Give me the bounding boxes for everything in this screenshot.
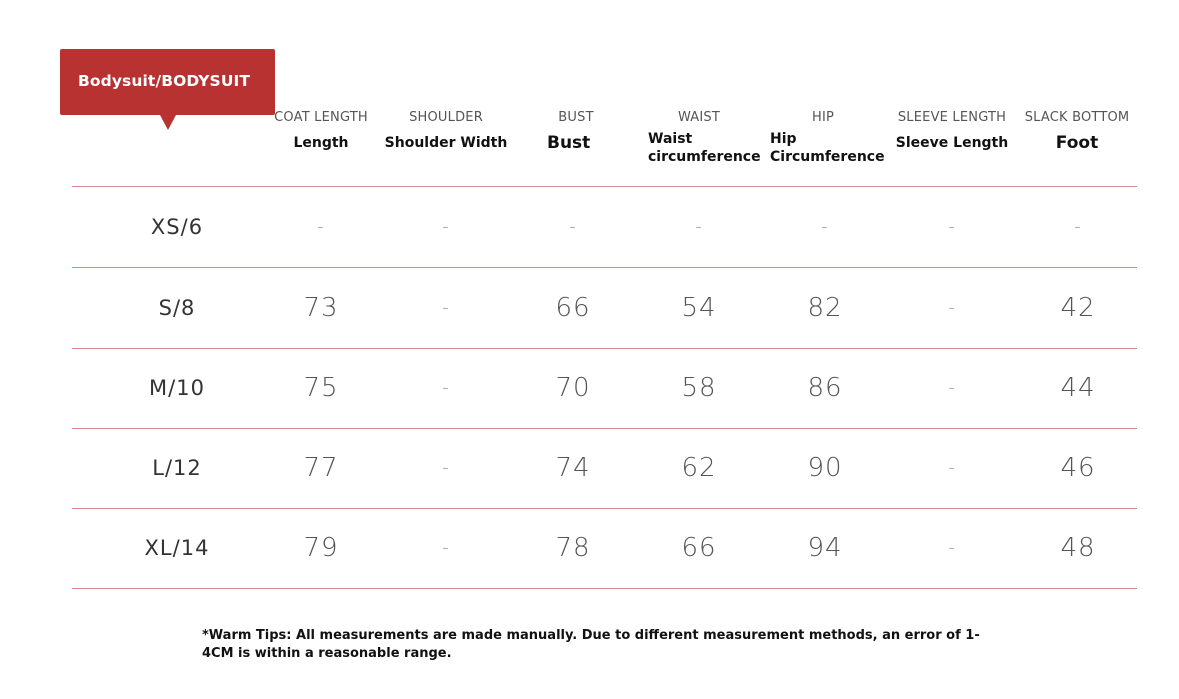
column-header-sub: Foot [1055,133,1099,153]
table-cell: 94 [807,533,843,563]
table-cell: - [948,457,956,478]
measurement-note: *Warm Tips: All measurements are made ma… [202,628,980,661]
table-cell: - [442,297,450,318]
table-cell: 58 [681,373,717,403]
column-header-hip: HIP Hip Circumference [758,110,888,166]
table-cell: - [317,216,325,237]
table-cell: 75 [303,373,339,403]
table-cell: - [442,457,450,478]
table-cell: 78 [555,533,591,563]
table-row: S/8 73 - 66 54 82 - 42 [72,268,1137,348]
table-cell: 70 [555,373,591,403]
table-cell: 79 [303,533,339,563]
column-header-slack-bottom: SLACK BOTTOM Foot [1012,110,1142,153]
table-row: M/10 75 - 70 58 86 - 44 [72,348,1137,428]
table-cell: - [569,216,577,237]
table-cell: 46 [1060,453,1096,483]
table-cell: 66 [555,293,591,323]
table-cell: - [821,216,829,237]
column-header-en: BUST [558,110,594,125]
column-header-en: SHOULDER [409,110,483,125]
table-cell: 73 [303,293,339,323]
table-divider [72,267,1137,268]
table-cell: 48 [1060,533,1096,563]
column-header-sub: Bust [547,133,591,153]
table-divider [72,186,1137,187]
table-cell: 86 [807,373,843,403]
table-cell: 90 [807,453,843,483]
table-cell: 74 [555,453,591,483]
size-label: M/10 [149,376,205,400]
table-cell: - [695,216,703,237]
table-divider [72,348,1137,349]
table-cell: - [948,216,956,237]
column-header-sub: Hip Circumference [770,131,885,165]
size-label: S/8 [158,296,196,320]
size-label: XL/14 [144,536,210,560]
table-title-badge: Bodysuit/BODYSUIT [60,49,275,115]
table-divider [72,588,1137,589]
column-header-sub: Sleeve Length [895,135,1009,151]
table-title: Bodysuit/BODYSUIT [78,72,251,90]
column-header-en: HIP [811,110,835,125]
column-header-sub: Length [293,135,349,151]
column-header-en: SLACK BOTTOM [1024,110,1130,125]
column-header-bust: BUST Bust [511,110,641,153]
column-header-en: COAT LENGTH [274,110,368,125]
column-header-sub: Shoulder Width [384,135,508,151]
size-label: L/12 [152,456,202,480]
table-cell: 54 [681,293,717,323]
column-header-en: SLEEVE LENGTH [897,110,1007,125]
table-row: XL/14 79 - 78 66 94 - 48 [72,508,1137,588]
table-divider [72,428,1137,429]
column-header-en: WAIST [677,110,721,125]
table-row: L/12 77 - 74 62 90 - 46 [72,428,1137,508]
table-cell: - [442,537,450,558]
table-cell: - [948,377,956,398]
table-cell: 42 [1060,293,1096,323]
table-cell: 44 [1060,373,1096,403]
table-row: XS/6 - - - - - - - [72,187,1137,267]
table-cell: - [948,537,956,558]
column-header-sub: Waist circumference [648,131,761,165]
table-divider [72,508,1137,509]
table-cell: 77 [303,453,339,483]
table-cell: - [442,216,450,237]
size-label: XS/6 [150,215,204,239]
table-cell: - [1074,216,1082,237]
table-cell: 62 [681,453,717,483]
column-header-waist: WAIST Waist circumference [634,110,764,166]
table-cell: - [442,377,450,398]
column-header-coat-length: COAT LENGTH Length [256,110,386,151]
table-cell: 82 [807,293,843,323]
column-header-sleeve-length: SLEEVE LENGTH Sleeve Length [887,110,1017,151]
column-header-shoulder: SHOULDER Shoulder Width [381,110,511,151]
table-cell: - [948,297,956,318]
badge-pointer [160,115,176,130]
table-cell: 66 [681,533,717,563]
